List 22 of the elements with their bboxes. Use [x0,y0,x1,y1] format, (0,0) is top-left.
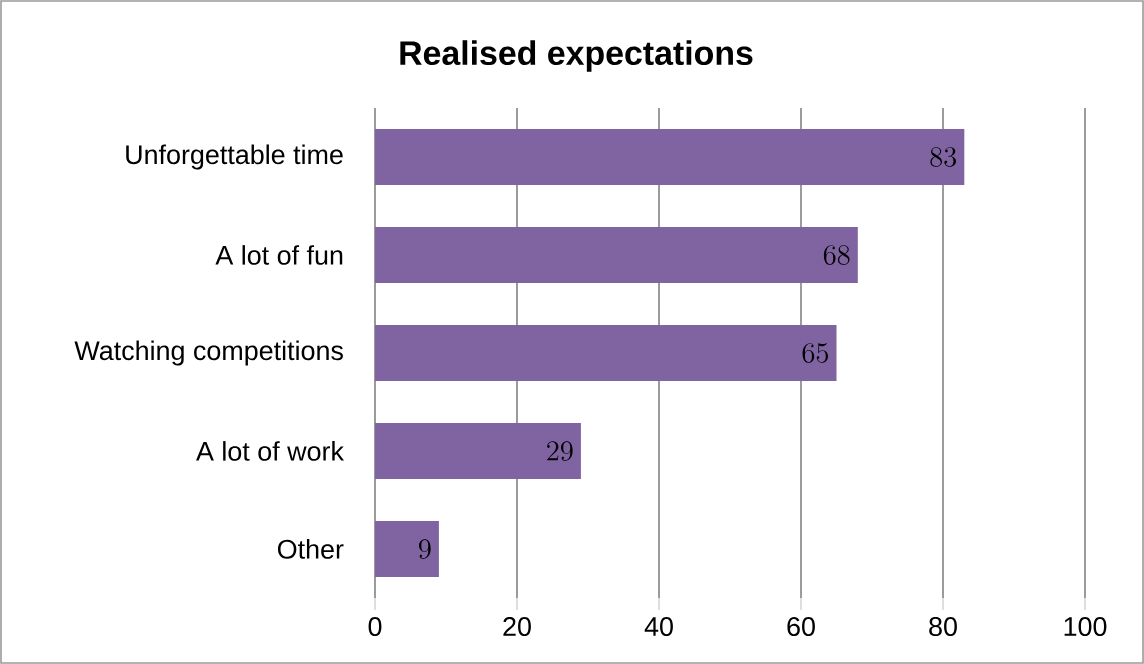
x-tick-label: 20 [503,617,531,637]
bar [375,325,837,381]
x-tick-label: 100 [1064,617,1107,637]
y-tick-label: A lot of work [196,441,344,461]
x-tick-label: 60 [787,617,815,637]
data-label: 68 [823,245,850,265]
bar [375,521,439,577]
bar [375,129,965,185]
y-tick-label: Watching competitions [74,340,343,366]
x-tick-label: 0 [368,617,382,637]
bar [375,423,581,479]
data-label: 65 [802,343,829,363]
chart-title: Realised expectations [400,40,753,72]
y-tick-label: A lot of fun [215,245,343,265]
data-label: 9 [419,539,431,559]
bar [375,227,858,283]
data-label: 29 [547,441,573,461]
y-tick-label: Unforgettable time [126,144,343,170]
x-tick-label: 40 [644,617,673,637]
x-tick-label: 80 [929,617,957,637]
data-label: 83 [930,147,957,167]
y-tick-label: Other [277,539,344,559]
